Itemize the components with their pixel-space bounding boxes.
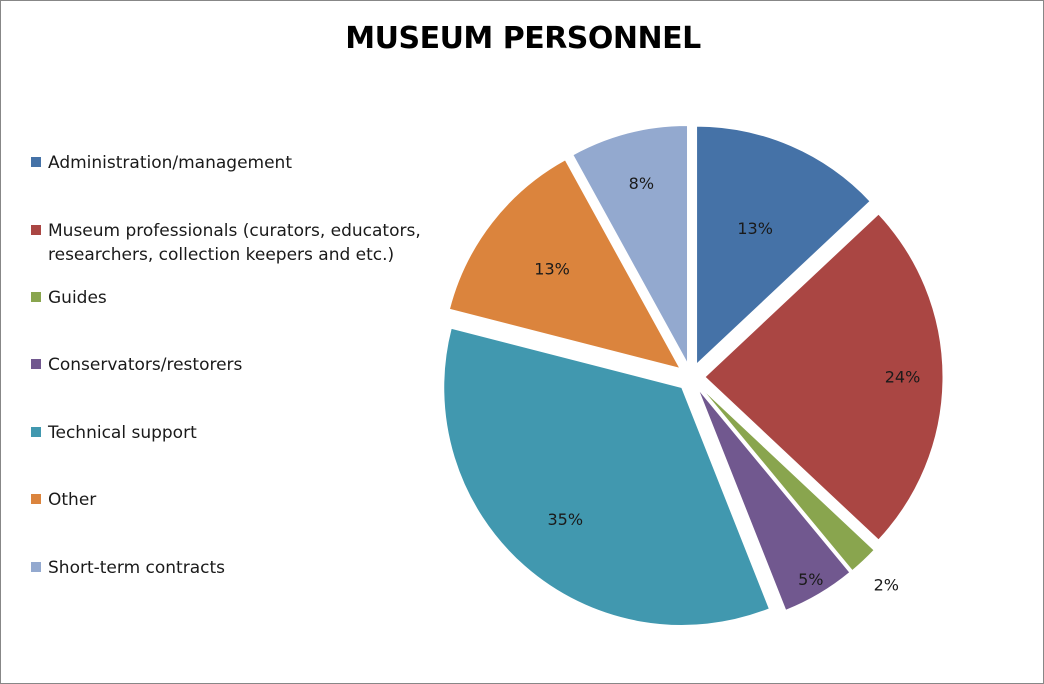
legend-swatch-other: [31, 494, 41, 504]
legend-label-technical-support: Technical support: [48, 423, 197, 443]
legend-swatch-museum-professionals: [31, 225, 41, 235]
legend-swatch-technical-support: [31, 427, 41, 437]
pie-slice-museum-professionals: [704, 213, 944, 541]
legend-swatch-conservators: [31, 359, 41, 369]
slice-label-other: 13%: [534, 260, 570, 279]
pie-slice-technical-support: [443, 327, 771, 627]
legend-swatch-short-term-contracts: [31, 562, 41, 572]
legend-label-other: Other: [48, 490, 97, 510]
slice-label-museum-professionals: 24%: [885, 368, 921, 387]
legend-label-museum-professionals: Museum professionals (curators, educator…: [48, 221, 421, 265]
pie-slice-short-term-contracts: [572, 124, 689, 364]
pie-slice-other: [448, 159, 681, 370]
slice-label-short-term-contracts: 8%: [629, 174, 654, 193]
slice-label-guides: 2%: [874, 575, 899, 594]
legend-label-conservators: Conservators/restorers: [48, 355, 243, 375]
slice-label-administration: 13%: [737, 219, 773, 238]
pie-slice-conservators: [697, 388, 851, 611]
slice-label-technical-support: 35%: [547, 510, 583, 529]
legend-label-short-term-contracts: Short-term contracts: [48, 558, 225, 578]
legend-swatch-administration: [31, 157, 41, 167]
legend-label-guides: Guides: [48, 288, 107, 308]
legend-swatch-guides: [31, 292, 41, 302]
chart-title: MUSEUM PERSONNEL: [345, 21, 701, 56]
legend-label-administration: Administration/management: [48, 153, 293, 173]
pie-slice-administration: [696, 125, 871, 366]
slice-label-conservators: 5%: [798, 570, 823, 589]
pie-slice-guides: [700, 386, 875, 572]
